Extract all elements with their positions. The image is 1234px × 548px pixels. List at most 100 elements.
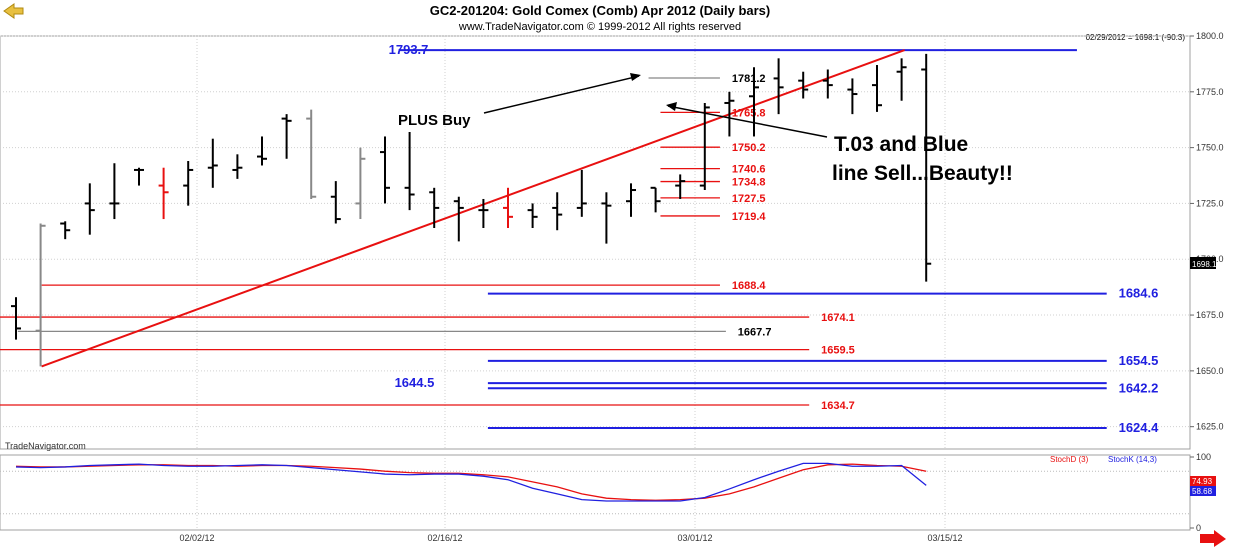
level-label: 1642.2 bbox=[1119, 380, 1159, 395]
price-tick-label: 1750.0 bbox=[1196, 143, 1224, 153]
ohlc-bar bbox=[896, 58, 907, 101]
ohlc-bars bbox=[11, 53, 932, 367]
ohlc-bar bbox=[355, 147, 366, 220]
ohlc-bar bbox=[429, 187, 440, 228]
last-price-note: 02/29/2012 = 1698.1 (-90.3) bbox=[1086, 33, 1186, 42]
ohlc-bar bbox=[921, 53, 932, 282]
ohlc-bar bbox=[306, 109, 317, 199]
annotation-arrow-plus-buy bbox=[483, 75, 640, 114]
trendline bbox=[41, 49, 905, 368]
current-price-label: 1698.1 bbox=[1192, 260, 1217, 269]
annotation-plus-buy: PLUS Buy bbox=[398, 112, 471, 129]
trendline-segment bbox=[41, 49, 905, 368]
annotation-arrowhead-sell bbox=[666, 102, 677, 111]
ohlc-bar bbox=[699, 102, 710, 191]
annotation-arrow-sell bbox=[667, 105, 828, 138]
ohlc-bar bbox=[675, 174, 686, 199]
ohlc-bar bbox=[11, 297, 21, 340]
level-label: 1634.7 bbox=[821, 400, 855, 412]
ohlc-bar bbox=[134, 167, 144, 186]
level-label: 1659.5 bbox=[821, 345, 855, 357]
ohlc-bar bbox=[650, 186, 661, 213]
ohlc-bar bbox=[773, 58, 784, 115]
ohlc-bar bbox=[281, 114, 292, 159]
ohlc-bar bbox=[847, 78, 858, 115]
price-tick-label: 1675.0 bbox=[1196, 310, 1224, 320]
current-price-marker bbox=[1190, 257, 1216, 269]
level-label: 1684.6 bbox=[1119, 286, 1159, 301]
oscillator-panel: 050100 StochD (3) StochK (14,3) 74.93 58… bbox=[0, 452, 1216, 533]
ohlc-bar bbox=[109, 163, 120, 220]
oscillator-lines bbox=[15, 462, 927, 502]
date-tick-label: 02/16/12 bbox=[427, 533, 462, 543]
price-tick-label: 1650.0 bbox=[1196, 366, 1224, 376]
date-tick-label: 03/01/12 bbox=[677, 533, 712, 543]
left-arrow-icon[interactable] bbox=[3, 3, 24, 19]
level-label: 1624.4 bbox=[1119, 420, 1160, 435]
ohlc-bar bbox=[404, 131, 415, 211]
ohlc-bar bbox=[503, 187, 513, 228]
date-tick-label: 02/02/12 bbox=[179, 533, 214, 543]
ohlc-bar bbox=[60, 221, 71, 240]
ohlc-bar bbox=[232, 154, 243, 179]
level-label: 1793.7 bbox=[389, 42, 429, 57]
watermark: TradeNavigator.com bbox=[5, 441, 86, 451]
ohlc-bar bbox=[207, 138, 218, 188]
chart-title: GC2-201204: Gold Comex (Comb) Apr 2012 (… bbox=[430, 3, 771, 18]
ohlc-bar bbox=[183, 161, 194, 206]
level-label: 1727.5 bbox=[732, 193, 766, 205]
ohlc-bar bbox=[798, 71, 809, 99]
osc-tick-label: 100 bbox=[1196, 452, 1211, 462]
level-label: 1734.8 bbox=[732, 177, 766, 189]
ohlc-bar bbox=[872, 65, 882, 112]
level-label: 1644.5 bbox=[395, 375, 435, 390]
annotation-sell-line2: line Sell...Beauty!! bbox=[832, 162, 1013, 185]
ohlc-bar bbox=[84, 183, 95, 235]
ohlc-bar bbox=[158, 167, 169, 220]
level-label: 1719.4 bbox=[732, 211, 767, 223]
level-label: 1740.6 bbox=[732, 164, 766, 176]
oscillator-gridlines bbox=[0, 455, 1190, 530]
level-label: 1654.5 bbox=[1119, 353, 1159, 368]
level-label: 1667.7 bbox=[738, 326, 772, 338]
stochk-line bbox=[15, 462, 927, 502]
ohlc-bar bbox=[576, 169, 587, 217]
level-label: 1781.2 bbox=[732, 73, 766, 85]
stochk-last-marker bbox=[1190, 486, 1216, 496]
legend-stochd: StochD (3) bbox=[1050, 455, 1089, 464]
ohlc-bar bbox=[749, 67, 759, 137]
ohlc-bar bbox=[626, 183, 636, 217]
ohlc-bar bbox=[527, 203, 538, 228]
ohlc-bar bbox=[380, 136, 390, 204]
ohlc-bar bbox=[35, 223, 46, 367]
ohlc-bar bbox=[330, 181, 341, 224]
chart-subtitle: www.TradeNavigator.com © 1999-2012 All r… bbox=[458, 21, 741, 33]
level-label: 1674.1 bbox=[821, 312, 855, 324]
price-tick-label: 1625.0 bbox=[1196, 422, 1224, 432]
osc-tick-label: 0 bbox=[1196, 523, 1201, 533]
legend-stochk: StochK (14,3) bbox=[1108, 455, 1157, 464]
ohlc-bar bbox=[453, 196, 464, 242]
scroll-right-icon[interactable] bbox=[1200, 530, 1226, 547]
date-tick-label: 03/15/12 bbox=[927, 533, 962, 543]
ohlc-bar bbox=[724, 91, 735, 137]
price-tick-label: 1800.0 bbox=[1196, 31, 1224, 41]
price-gridlines bbox=[0, 35, 1190, 449]
ohlc-bar bbox=[601, 192, 612, 244]
ohlc-bar bbox=[257, 136, 267, 166]
level-label: 1750.2 bbox=[732, 142, 766, 154]
price-tick-label: 1775.0 bbox=[1196, 87, 1224, 97]
ohlc-bar bbox=[478, 198, 489, 228]
level-label: 1765.8 bbox=[732, 107, 766, 119]
level-label: 1688.4 bbox=[732, 280, 767, 292]
stochd-line bbox=[15, 463, 927, 501]
ohlc-bar bbox=[552, 192, 563, 231]
stochd-last-marker bbox=[1190, 476, 1216, 486]
stochk-last-value: 58.68 bbox=[1192, 487, 1213, 496]
ohlc-bar bbox=[822, 69, 833, 99]
annotation-sell-line1: T.03 and Blue bbox=[834, 133, 968, 156]
